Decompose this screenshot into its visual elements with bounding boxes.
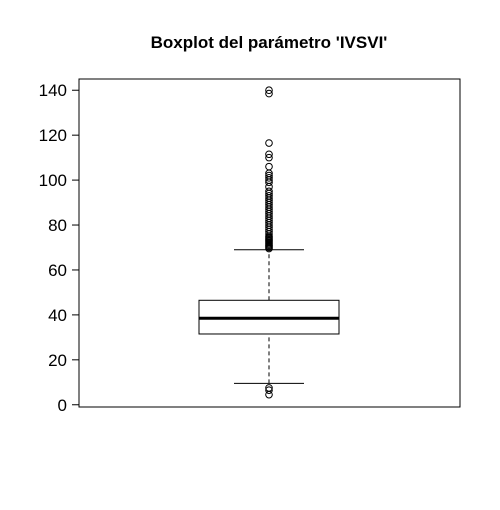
outlier-point <box>265 171 273 180</box>
y-tick-label: 80 <box>48 216 67 235</box>
outlier-point <box>265 153 273 162</box>
outlier-point <box>265 384 273 392</box>
outlier-point <box>265 86 273 95</box>
outlier-point <box>265 174 273 182</box>
outlier-point <box>265 139 273 147</box>
y-tick-label: 0 <box>58 396 67 415</box>
outlier-point <box>265 89 273 98</box>
y-axis: 0 20 40 60 80 100 120 140 <box>39 81 80 415</box>
outlier-point <box>265 187 273 196</box>
outlier-point <box>265 192 273 200</box>
y-tick-label: 140 <box>39 81 67 100</box>
y-tick-label: 100 <box>39 171 67 190</box>
box-group <box>198 249 340 384</box>
outliers <box>265 86 273 399</box>
outlier-point <box>265 386 273 394</box>
y-tick-label: 60 <box>48 261 67 280</box>
outlier-point <box>265 162 273 171</box>
y-tick-label: 20 <box>48 351 67 370</box>
y-tick-label: 120 <box>39 126 67 145</box>
chart-title: Boxplot del parámetro 'IVSVI' <box>151 33 388 52</box>
outlier-point <box>265 150 273 159</box>
y-tick-label: 40 <box>48 306 67 325</box>
